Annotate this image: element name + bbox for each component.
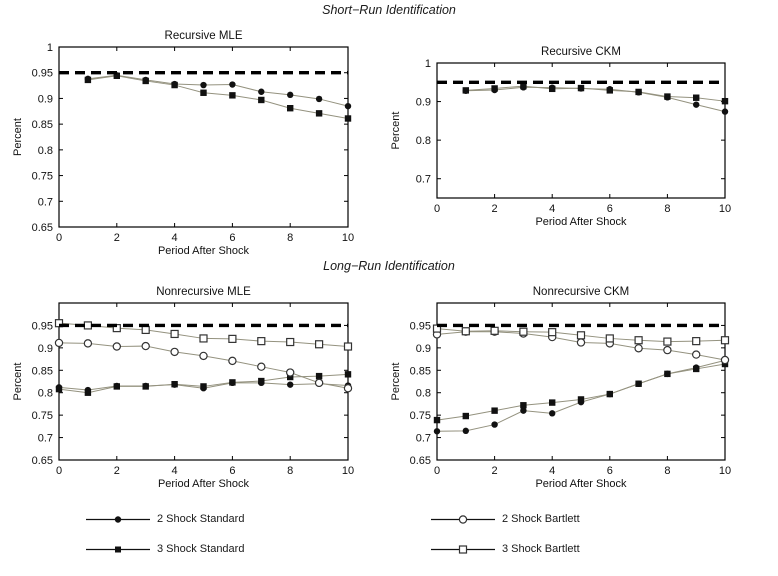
svg-text:0: 0	[56, 232, 62, 244]
svg-text:0.9: 0.9	[38, 93, 53, 105]
svg-text:2: 2	[114, 465, 120, 477]
chart-nonrecursive-mle-svg: 0 2 4 6 8 10 0.65 0.7 0.75 0.8 0.85 0.9 0.95 Nonrecur…	[12, 286, 354, 490]
svg-text:0.85: 0.85	[32, 119, 53, 131]
svg-text:4: 4	[549, 203, 555, 215]
chart-nonrecursive-ckm: 0 2 4 6 8 10 0.65 0.7 0.75 0.8 0.85 0.9 0.95 Nonrecur…	[389, 285, 778, 535]
svg-text:0.95: 0.95	[32, 68, 53, 80]
svg-text:0.9: 0.9	[416, 343, 431, 355]
svg-text:0.7: 0.7	[38, 196, 53, 208]
svg-text:0.9: 0.9	[38, 343, 53, 355]
svg-text:8: 8	[287, 232, 293, 244]
svg-text:0.8: 0.8	[38, 388, 53, 400]
svg-text:0.75: 0.75	[410, 410, 431, 422]
legend-entry-3-shock-bartlett: 3 Shock Bartlett	[431, 542, 580, 556]
filled-circle-line-icon	[86, 515, 150, 523]
legend-label: 3 Shock Standard	[157, 543, 245, 555]
svg-text:2: 2	[492, 465, 498, 477]
chart-nonrecursive-ckm-svg: 0 2 4 6 8 10 0.65 0.7 0.75 0.8 0.85 0.9 0.95 Nonrecur…	[390, 286, 731, 490]
svg-text:0.75: 0.75	[32, 410, 53, 422]
legend-label: 2 Shock Standard	[157, 513, 245, 525]
chart-recursive-mle: 0 2 4 6 8 10 0.65 0.7 0.75 0.8 0.85 0.9 0.95 1 Recursi…	[0, 30, 389, 280]
legend-label: 2 Shock Bartlett	[502, 513, 580, 525]
svg-text:0: 0	[434, 465, 440, 477]
filled-square-line-icon	[86, 546, 150, 552]
svg-text:0: 0	[434, 203, 440, 215]
svg-text:Period After Shock: Period After Shock	[158, 478, 250, 490]
svg-text:0.65: 0.65	[32, 222, 53, 234]
svg-text:8: 8	[664, 203, 670, 215]
svg-text:0.65: 0.65	[32, 455, 53, 467]
svg-text:10: 10	[719, 203, 731, 215]
svg-text:4: 4	[172, 232, 178, 244]
legend-entry-3-shock-standard: 3 Shock Standard	[86, 542, 244, 556]
legend-entry-2-shock-standard: 2 Shock Standard	[86, 512, 244, 526]
svg-text:Recursive CKM: Recursive CKM	[541, 46, 621, 58]
svg-text:10: 10	[342, 232, 354, 244]
svg-text:0: 0	[56, 465, 62, 477]
svg-text:Recursive MLE: Recursive MLE	[165, 30, 243, 42]
open-square-line-icon	[431, 544, 495, 554]
svg-text:2: 2	[492, 203, 498, 215]
svg-text:Nonrecursive MLE: Nonrecursive MLE	[156, 286, 251, 298]
legend-entry-2-shock-bartlett: 2 Shock Bartlett	[431, 512, 580, 526]
svg-text:10: 10	[719, 465, 731, 477]
svg-text:6: 6	[607, 465, 613, 477]
chart-recursive-ckm-svg: 0 2 4 6 8 10 0.7 0.8 0.9 1 Recursive CKM Period Aft…	[390, 46, 731, 228]
svg-text:4: 4	[172, 465, 178, 477]
svg-text:0.7: 0.7	[416, 433, 431, 445]
svg-text:Percent: Percent	[12, 363, 24, 401]
svg-text:0.8: 0.8	[416, 388, 431, 400]
section-title-long-run: Long−Run Identification	[323, 259, 455, 273]
svg-text:0.95: 0.95	[32, 320, 53, 332]
svg-text:0.95: 0.95	[410, 320, 431, 332]
svg-text:0.7: 0.7	[416, 174, 431, 186]
svg-text:Percent: Percent	[12, 118, 24, 156]
svg-text:4: 4	[549, 465, 555, 477]
svg-text:6: 6	[607, 203, 613, 215]
svg-text:Period After Shock: Period After Shock	[535, 216, 627, 228]
svg-text:0.65: 0.65	[410, 455, 431, 467]
legend-label: 3 Shock Bartlett	[502, 543, 580, 555]
svg-text:Period After Shock: Period After Shock	[158, 245, 250, 257]
chart-recursive-mle-svg: 0 2 4 6 8 10 0.65 0.7 0.75 0.8 0.85 0.9 0.95 1 Recursi…	[12, 30, 354, 257]
svg-text:Percent: Percent	[390, 363, 402, 401]
svg-text:0.85: 0.85	[32, 365, 53, 377]
svg-text:1: 1	[47, 42, 53, 54]
svg-text:8: 8	[664, 465, 670, 477]
svg-text:8: 8	[287, 465, 293, 477]
svg-text:0.8: 0.8	[416, 135, 431, 147]
chart-nonrecursive-mle: 0 2 4 6 8 10 0.65 0.7 0.75 0.8 0.85 0.9 0.95 Nonrecur…	[0, 285, 389, 535]
svg-text:1: 1	[425, 58, 431, 70]
svg-text:Nonrecursive CKM: Nonrecursive CKM	[533, 286, 630, 298]
svg-text:0.85: 0.85	[410, 365, 431, 377]
svg-text:0.9: 0.9	[416, 97, 431, 109]
svg-text:6: 6	[229, 465, 235, 477]
svg-text:Percent: Percent	[390, 112, 402, 150]
svg-text:0.75: 0.75	[32, 171, 53, 183]
open-circle-line-icon	[431, 514, 495, 524]
svg-text:0.7: 0.7	[38, 433, 53, 445]
svg-text:2: 2	[114, 232, 120, 244]
svg-text:0.8: 0.8	[38, 145, 53, 157]
svg-text:10: 10	[342, 465, 354, 477]
section-title-short-run: Short−Run Identification	[322, 3, 456, 17]
svg-text:6: 6	[229, 232, 235, 244]
svg-text:Period After Shock: Period After Shock	[535, 478, 627, 490]
chart-recursive-ckm: 0 2 4 6 8 10 0.7 0.8 0.9 1 Recursive CKM Period Aft…	[389, 30, 778, 280]
